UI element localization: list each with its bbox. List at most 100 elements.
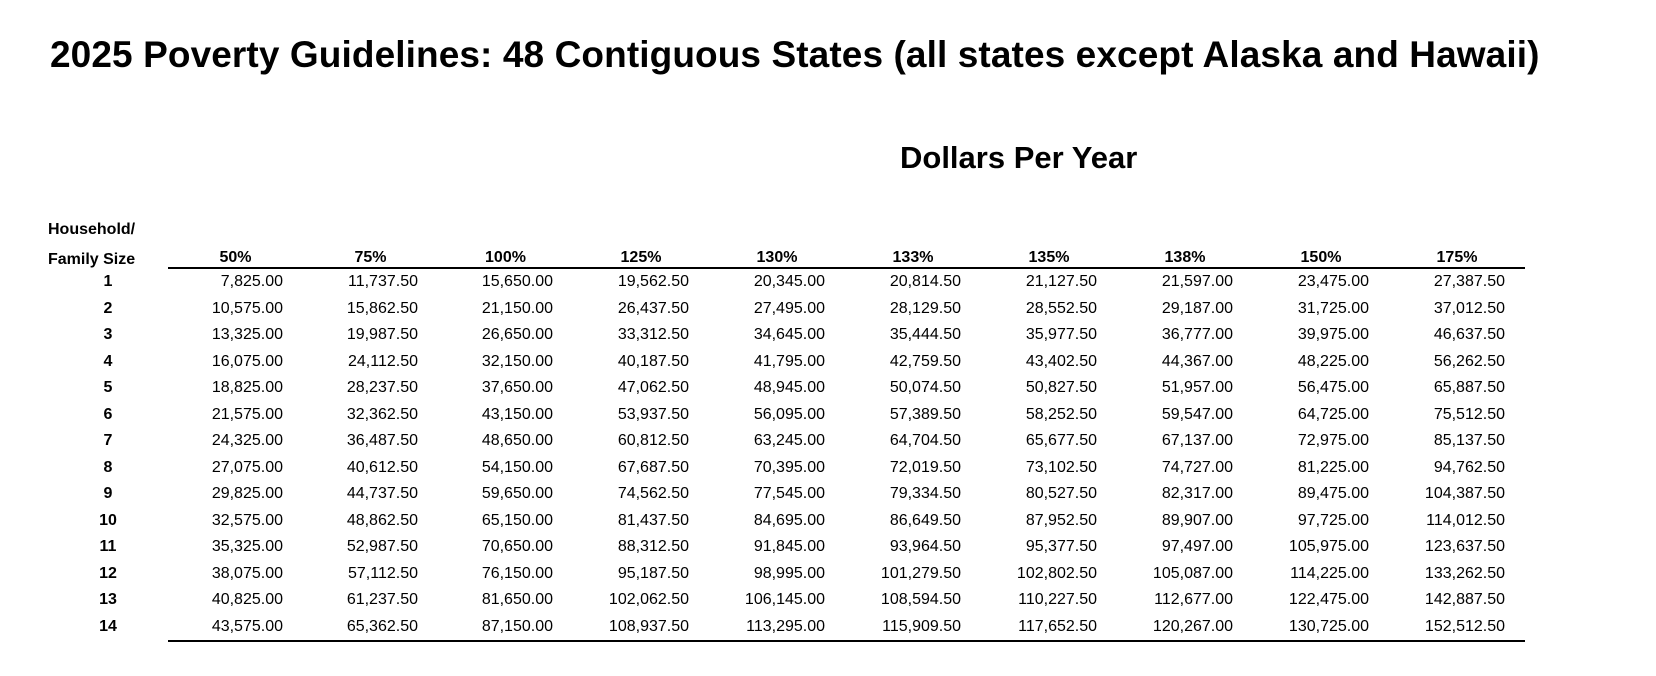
amount-cell: 81,650.00 (481, 591, 553, 609)
amount-cell: 76,150.00 (481, 564, 553, 582)
amount-cell: 81,225.00 (1297, 458, 1369, 476)
amount-cell: 56,475.00 (1297, 379, 1369, 397)
amount-cell: 65,677.50 (1025, 432, 1097, 450)
amount-cell: 59,547.00 (1161, 405, 1233, 423)
amount-cell: 34,645.00 (753, 326, 825, 344)
amount-cell: 43,402.50 (1025, 352, 1097, 370)
amount-cell: 89,475.00 (1297, 485, 1369, 503)
amount-cell: 40,825.00 (211, 591, 283, 609)
table-row: 2 10,575.00 15,862.50 21,150.00 26,437.50 27,… (48, 296, 1525, 323)
amount-cell: 18,825.00 (211, 379, 283, 397)
amount-cell: 38,075.00 (211, 564, 283, 582)
table-row: 10 32,575.00 48,862.50 65,150.00 81,437.50 84… (48, 508, 1525, 535)
amount-cell: 152,512.50 (1389, 613, 1525, 642)
amount-cell: 50,827.50 (1025, 379, 1097, 397)
amount-cell: 108,937.50 (573, 613, 709, 642)
amount-cell: 20,345.00 (753, 273, 825, 291)
amount-cell: 27,495.00 (753, 299, 825, 317)
amount-cell: 21,150.00 (481, 299, 553, 317)
table-row: 1 7,825.00 11,737.50 15,650.00 19,562.50 20,3… (48, 268, 1525, 296)
amount-cell: 54,150.00 (481, 458, 553, 476)
family-size-cell: 5 (103, 379, 113, 397)
amount-cell: 29,825.00 (211, 485, 283, 503)
amount-cell: 32,362.50 (346, 405, 418, 423)
amount-cell: 74,727.00 (1161, 458, 1233, 476)
amount-cell: 44,367.00 (1161, 352, 1233, 370)
amount-cell: 130,725.00 (1253, 613, 1389, 642)
column-header-row: 50% 75% 100% 125% 130% 133% 135% 138% 150% 175% (48, 247, 1525, 269)
table-row: 3 13,325.00 19,987.50 26,650.00 33,312.50 34,… (48, 322, 1525, 349)
amount-cell: 106,145.00 (744, 591, 825, 609)
table-row: 7 24,325.00 36,487.50 48,650.00 60,812.50 63,… (48, 428, 1525, 455)
amount-cell: 32,575.00 (211, 511, 283, 529)
amount-cell: 84,695.00 (753, 511, 825, 529)
amount-cell: 13,325.00 (211, 326, 283, 344)
amount-cell: 16,075.00 (211, 352, 283, 370)
page-title: 2025 Poverty Guidelines: 48 Contiguous S… (50, 34, 1540, 75)
amount-cell: 142,887.50 (1424, 591, 1505, 609)
amount-cell: 33,312.50 (617, 326, 689, 344)
amount-cell: 122,475.00 (1288, 591, 1369, 609)
amount-cell: 21,575.00 (211, 405, 283, 423)
amount-cell: 35,977.50 (1025, 326, 1097, 344)
amount-cell: 67,687.50 (617, 458, 689, 476)
row-header-spacer (48, 247, 168, 268)
amount-cell: 56,095.00 (753, 405, 825, 423)
column-header: 50% (168, 247, 303, 269)
column-header: 150% (1253, 247, 1389, 269)
column-header: 175% (1389, 247, 1525, 269)
amount-cell: 61,237.50 (346, 591, 418, 609)
amount-cell: 75,512.50 (1433, 405, 1505, 423)
amount-cell: 70,395.00 (753, 458, 825, 476)
amount-cell: 94,762.50 (1433, 458, 1505, 476)
amount-cell: 65,150.00 (481, 511, 553, 529)
amount-cell: 43,150.00 (481, 405, 553, 423)
amount-cell: 48,225.00 (1297, 352, 1369, 370)
family-size-cell: 10 (99, 511, 117, 529)
amount-cell: 37,012.50 (1433, 299, 1505, 317)
amount-cell: 77,545.00 (753, 485, 825, 503)
amount-cell: 36,777.00 (1161, 326, 1233, 344)
amount-cell: 56,262.50 (1433, 352, 1505, 370)
table-row: 11 35,325.00 52,987.50 70,650.00 88,312.50 91… (48, 534, 1525, 561)
row-header-line-1: Household/ (48, 221, 136, 238)
amount-cell: 27,075.00 (211, 458, 283, 476)
table-body: 1 7,825.00 11,737.50 15,650.00 19,562.50 20,3… (48, 268, 1525, 642)
amount-cell: 19,562.50 (617, 273, 689, 291)
column-header: 75% (303, 247, 438, 269)
amount-cell: 51,957.00 (1161, 379, 1233, 397)
amount-cell: 48,650.00 (481, 432, 553, 450)
amount-cell: 57,112.50 (348, 564, 418, 582)
amount-cell: 112,677.00 (1154, 591, 1233, 609)
amount-cell: 73,102.50 (1025, 458, 1097, 476)
amount-cell: 108,594.50 (880, 591, 961, 609)
amount-cell: 42,759.50 (889, 352, 961, 370)
family-size-cell: 11 (99, 538, 117, 556)
family-size-cell: 2 (103, 299, 113, 317)
amount-cell: 110,227.50 (1018, 591, 1097, 609)
amount-cell: 19,987.50 (346, 326, 418, 344)
amount-cell: 105,975.00 (1288, 538, 1369, 556)
amount-cell: 23,475.00 (1297, 273, 1369, 291)
amount-cell: 52,987.50 (346, 538, 418, 556)
table-row: 13 40,825.00 61,237.50 81,650.00 102,062.50 1… (48, 587, 1525, 614)
amount-cell: 63,245.00 (753, 432, 825, 450)
table-row: 8 27,075.00 40,612.50 54,150.00 67,687.50 70,… (48, 455, 1525, 482)
amount-cell: 87,952.50 (1025, 511, 1097, 529)
amount-cell: 102,062.50 (608, 591, 689, 609)
row-header-label: Household/ Family Size (48, 215, 135, 275)
amount-cell: 98,995.00 (753, 564, 825, 582)
amount-cell: 26,437.50 (617, 299, 689, 317)
table-row: 4 16,075.00 24,112.50 32,150.00 40,187.50 41,… (48, 349, 1525, 376)
amount-cell: 80,527.50 (1025, 485, 1097, 503)
amount-cell: 21,127.50 (1025, 273, 1097, 291)
amount-cell: 7,825.00 (220, 273, 283, 291)
amount-cell: 46,637.50 (1433, 326, 1505, 344)
column-header: 100% (438, 247, 573, 269)
amount-cell: 32,150.00 (481, 352, 553, 370)
amount-cell: 95,377.50 (1025, 538, 1097, 556)
family-size-cell: 4 (103, 352, 113, 370)
poverty-guidelines-table: 50% 75% 100% 125% 130% 133% 135% 138% 150% 175% 1… (48, 247, 1525, 642)
amount-cell: 88,312.50 (617, 538, 689, 556)
amount-cell: 21,597.00 (1161, 273, 1233, 291)
